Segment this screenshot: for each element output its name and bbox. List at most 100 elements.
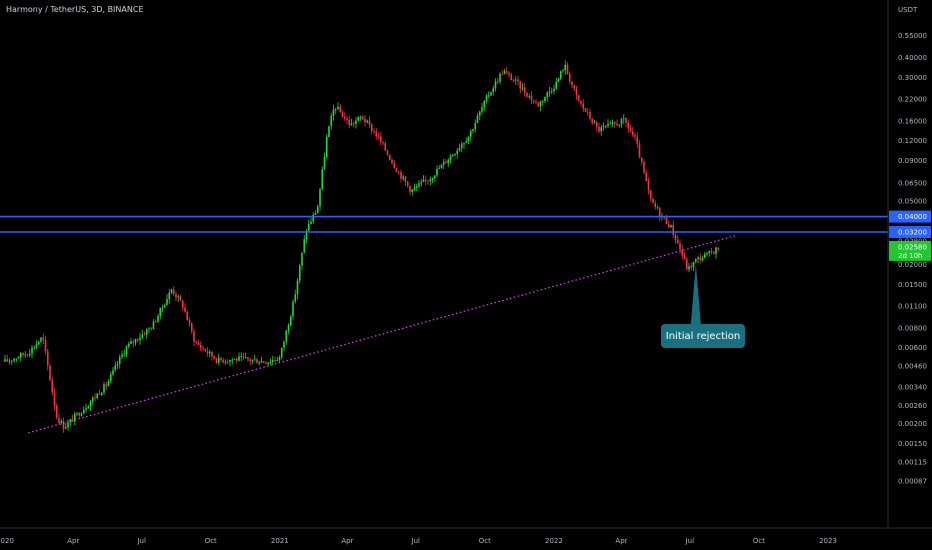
y-tick-label: 0.00340 (898, 383, 927, 391)
candle-body (71, 419, 74, 422)
candle-body (692, 261, 695, 268)
candle-body (49, 365, 51, 381)
candle-body (145, 329, 148, 335)
candle-body (123, 353, 126, 355)
candle-body (267, 362, 270, 365)
candle-body (319, 188, 321, 207)
candle-body (595, 122, 598, 127)
candle-body (634, 135, 636, 137)
candle-body (640, 157, 643, 162)
candle-body (292, 301, 294, 317)
candle-body (280, 347, 283, 358)
candle-body (249, 359, 252, 362)
x-axis: 2020 Apr Jul Oct 2021 Apr Jul Oct 2022 Apr Jul Oct 2… (0, 537, 837, 545)
candle-body (289, 316, 292, 326)
candle-body (262, 361, 265, 363)
y-tick-label: 0.00087 (898, 478, 927, 486)
candle-body (447, 160, 450, 164)
candle-body (476, 115, 479, 123)
candle-body (193, 331, 195, 342)
candle-body (305, 230, 308, 240)
candle-body (116, 364, 119, 366)
level-tag (889, 226, 931, 238)
candle-body (80, 413, 83, 416)
candle-body (337, 106, 339, 110)
x-tick-label: 2020 (0, 537, 14, 545)
annotation-callout[interactable]: Initial rejection (661, 324, 745, 348)
candle-body (406, 181, 409, 186)
candle-body (694, 259, 697, 262)
candle-body (604, 126, 607, 127)
candle-body (13, 358, 15, 361)
candle-body (87, 406, 90, 409)
candle-body (132, 341, 135, 343)
candle-body (512, 79, 515, 81)
candle-body (388, 154, 391, 160)
candle-body (188, 319, 191, 324)
y-tick-label: 0.01100 (898, 302, 927, 310)
candle-body (481, 107, 483, 112)
candle-body (478, 111, 481, 116)
y-tick-label: 0.01500 (898, 281, 927, 289)
candle-body (676, 239, 679, 244)
candle-body (600, 127, 603, 132)
candle-body (247, 357, 249, 360)
candle-body (685, 259, 688, 270)
candle-body (647, 180, 650, 191)
candle-body (96, 393, 99, 398)
candle-body (656, 207, 659, 209)
candle-body (559, 71, 562, 79)
chart-title: Harmony / TetherUS, 3D, BINANCE (6, 5, 144, 14)
candle-body (303, 239, 306, 253)
candle-body (314, 213, 317, 215)
candle-body (109, 374, 112, 381)
candle-body (181, 300, 184, 308)
candle-body (404, 176, 407, 182)
candle-body (528, 95, 531, 97)
candles (4, 60, 720, 433)
candle-body (64, 427, 67, 429)
candle-body (141, 334, 144, 338)
x-tick-label: Jul (685, 537, 695, 545)
candle-body (517, 79, 519, 82)
candle-body (593, 122, 596, 124)
candle-body (310, 221, 312, 224)
candle-body (424, 179, 427, 181)
candle-body (584, 108, 587, 112)
y-tick-label: 0.02000 (898, 261, 927, 269)
candle-body (44, 339, 47, 352)
candle-body (100, 392, 103, 395)
candle-body (301, 252, 303, 266)
candle-body (33, 347, 36, 349)
candle-body (274, 360, 276, 361)
candle-body (611, 122, 614, 124)
candle-body (238, 356, 240, 361)
candle-body (235, 358, 238, 361)
candle-body (258, 362, 261, 364)
candle-body (260, 361, 263, 363)
candle-body (548, 91, 551, 93)
candle-body (107, 380, 110, 387)
y-tick-label: 0.06500 (898, 180, 927, 188)
trendline-path[interactable] (28, 234, 737, 434)
candle-body (213, 356, 216, 359)
candle-body (384, 143, 387, 151)
candle-body (222, 360, 225, 363)
x-tick-label: Apr (615, 537, 627, 545)
candle-body (429, 179, 432, 182)
candle-body (186, 311, 189, 320)
y-tick-label: 0.12000 (898, 137, 927, 145)
candle-body (118, 357, 121, 365)
candle-body (620, 118, 623, 125)
candle-body (85, 408, 87, 410)
x-tick-label: Jul (136, 537, 146, 545)
candle-body (703, 254, 706, 258)
candle-body (377, 136, 380, 137)
candle-body (681, 249, 684, 256)
candle-body (166, 299, 168, 306)
candle-body (697, 257, 699, 260)
candle-body (348, 119, 351, 126)
candle-body (503, 71, 506, 75)
candle-body (4, 359, 6, 362)
